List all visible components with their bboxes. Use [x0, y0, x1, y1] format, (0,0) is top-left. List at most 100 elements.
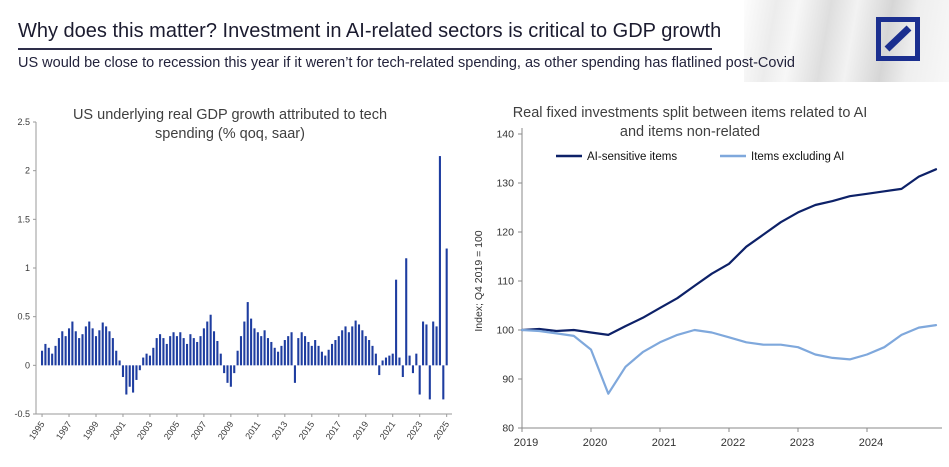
- bar: [47, 347, 50, 366]
- bar: [310, 345, 313, 366]
- bar: [438, 156, 441, 366]
- bar: [88, 321, 91, 366]
- bar: [435, 326, 438, 366]
- line-axes: 80 90 100 110 120 130 140 2019 2020 2021 2022 2023 2…: [496, 128, 942, 449]
- bar: [226, 365, 229, 383]
- bar: [115, 350, 118, 366]
- deutsche-bank-logo: [876, 17, 920, 61]
- logo-frame: [876, 17, 920, 61]
- bar: [189, 334, 192, 366]
- bar: [378, 365, 381, 376]
- bar: [351, 326, 354, 366]
- bar: [236, 350, 239, 366]
- svg-text:1995: 1995: [27, 419, 47, 441]
- bar-series: [41, 156, 448, 400]
- bar: [132, 365, 135, 393]
- bar: [239, 336, 243, 366]
- bar: [135, 365, 138, 380]
- bar: [125, 365, 128, 395]
- svg-text:2017: 2017: [324, 419, 344, 441]
- bar: [196, 341, 199, 366]
- bar: [209, 314, 212, 366]
- bar: [411, 365, 414, 374]
- bar: [105, 326, 108, 366]
- svg-text:0.5: 0.5: [17, 312, 30, 322]
- bar: [44, 343, 47, 366]
- svg-text:2007: 2007: [189, 419, 209, 441]
- bar: [405, 258, 408, 366]
- bar: [172, 332, 175, 366]
- page-title: Why does this matter? Investment in AI-r…: [18, 20, 722, 42]
- legend-label: Items excluding AI: [751, 151, 844, 163]
- bar: [152, 347, 155, 366]
- bar: [388, 355, 391, 366]
- svg-text:140: 140: [496, 129, 514, 141]
- investments-line-chart: 80 90 100 110 120 130 140 2019 2020 2021 2022 2023 2…: [473, 128, 942, 449]
- svg-text:1: 1: [25, 263, 30, 273]
- bar: [57, 338, 60, 366]
- bar: [219, 353, 222, 366]
- bar: [145, 353, 148, 366]
- bar: [111, 338, 114, 366]
- bar: [374, 353, 377, 366]
- svg-text:2023: 2023: [405, 419, 425, 441]
- svg-text:2021: 2021: [378, 419, 398, 441]
- svg-text:1.5: 1.5: [17, 214, 30, 224]
- svg-text:2025: 2025: [432, 419, 452, 441]
- gdp-tech-bar-chart: -0.5 0 0.5 1 1.5 2 2.5 1995 1997 1999 2001 2003 2005…: [14, 117, 452, 442]
- bar: [280, 345, 283, 366]
- y-axis-label: Index; Q4 2019 = 100: [473, 230, 485, 331]
- bar: [307, 341, 310, 366]
- svg-text:80: 80: [502, 423, 514, 435]
- left-chart-title: US underlying real GDP growth attributed…: [72, 107, 388, 142]
- svg-text:2013: 2013: [270, 419, 290, 441]
- bar: [159, 334, 162, 366]
- svg-text:2001: 2001: [108, 419, 128, 441]
- svg-text:2021: 2021: [652, 437, 676, 449]
- bar: [138, 365, 141, 371]
- bar: [361, 330, 364, 366]
- svg-text:2019: 2019: [351, 419, 371, 441]
- svg-text:2009: 2009: [216, 419, 236, 441]
- bar: [54, 345, 57, 366]
- bar: [202, 328, 205, 366]
- svg-text:100: 100: [496, 325, 514, 337]
- svg-text:-0.5: -0.5: [14, 409, 30, 419]
- bar: [347, 332, 350, 366]
- svg-text:120: 120: [496, 227, 514, 239]
- bar: [192, 338, 195, 366]
- bar: [246, 302, 249, 366]
- bar: [91, 328, 94, 366]
- bar: [341, 330, 344, 366]
- bar: [121, 365, 125, 378]
- bar: [371, 345, 374, 366]
- bar: [415, 353, 418, 366]
- bar: [317, 345, 320, 366]
- svg-text:2023: 2023: [790, 437, 814, 449]
- bar: [118, 360, 121, 366]
- bar: [256, 332, 259, 366]
- bar: [243, 321, 246, 366]
- bar: [357, 324, 361, 366]
- bar: [334, 340, 337, 366]
- bar-axes: -0.5 0 0.5 1 1.5 2 2.5: [14, 117, 452, 419]
- bar: [61, 331, 64, 366]
- bar: [263, 330, 266, 366]
- bar: [67, 328, 71, 366]
- svg-text:2011: 2011: [243, 419, 262, 441]
- series-line-ai-sensitive-items: [520, 168, 938, 336]
- bar: [381, 360, 384, 366]
- bar: [273, 347, 276, 366]
- svg-text:130: 130: [496, 178, 514, 190]
- bar: [162, 338, 165, 366]
- bar: [344, 326, 347, 366]
- bar: [442, 365, 445, 400]
- bar: [179, 332, 182, 366]
- bar: [128, 365, 131, 387]
- bar: [354, 320, 357, 366]
- bar: [155, 338, 158, 366]
- bar: [98, 330, 101, 366]
- bar: [81, 334, 84, 366]
- bar: [199, 336, 202, 366]
- bar: [425, 324, 428, 366]
